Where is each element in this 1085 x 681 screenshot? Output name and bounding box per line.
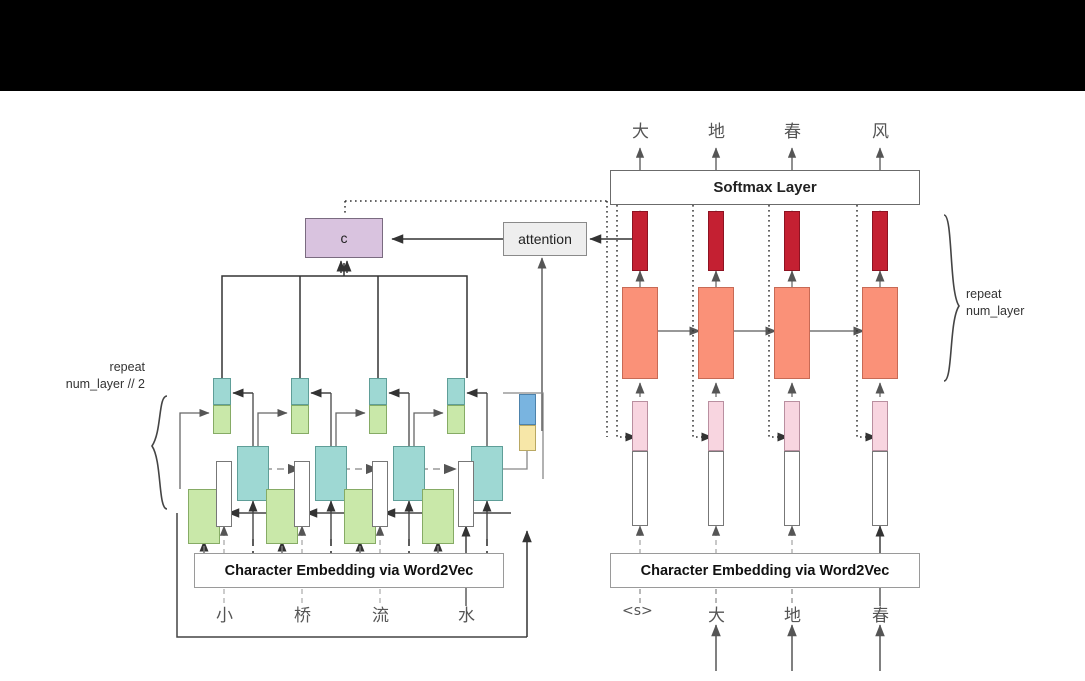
decoder-embed-cell	[632, 451, 648, 526]
decoder-embed-state-cell	[784, 401, 800, 451]
decoder-embed-state-cell	[708, 401, 724, 451]
decoder-repeat-line1: repeat	[966, 287, 1002, 301]
encoder-concat-bottom	[213, 405, 231, 434]
encoder-concat-bottom	[447, 405, 465, 434]
encoder-backward-cell	[188, 489, 220, 544]
encoder-concat-top	[369, 378, 387, 405]
decoder-output-cell	[784, 211, 800, 271]
decoder-output-char: 地	[708, 122, 725, 142]
encoder-concat-top	[213, 378, 231, 405]
context-vector-box: c	[305, 218, 383, 258]
decoder-embed-state-cell	[872, 401, 888, 451]
encoder-backward-cell	[344, 489, 376, 544]
decoder-output-char: 大	[632, 122, 649, 142]
decoder-rnn-cell	[862, 287, 898, 379]
encoder-forward-cell	[471, 446, 503, 501]
encoder-repeat-line1: repeat	[109, 360, 145, 374]
decoder-output-char: 春	[784, 122, 801, 142]
encoder-concat-bottom	[291, 405, 309, 434]
encoder-concat-bottom	[369, 405, 387, 434]
decoder-input-char: 春	[872, 606, 889, 626]
decoder-output-cell	[632, 211, 648, 271]
encoder-repeat-line2: num_layer // 2	[65, 376, 145, 391]
encoder-concat-top	[291, 378, 309, 405]
softmax-layer: Softmax Layer	[610, 170, 920, 205]
encoder-embed-cell	[458, 461, 474, 527]
encoder-brace	[151, 395, 168, 510]
decoder-embed-cell	[872, 451, 888, 526]
decoder-output-cell	[708, 211, 724, 271]
decoder-embedding-layer: Character Embedding via Word2Vec	[610, 553, 920, 588]
encoder-input-char: 流	[372, 606, 389, 626]
encoder-embed-cell	[216, 461, 232, 527]
attention-box: attention	[503, 222, 587, 256]
encoder-input-char: 小	[216, 606, 233, 626]
encoder-backward-cell	[422, 489, 454, 544]
encoder-input-char: 桥	[294, 606, 311, 626]
decoder-embed-cell	[784, 451, 800, 526]
decoder-input-char: <s>	[622, 603, 653, 619]
encoder-input-char: 水	[458, 606, 475, 626]
decoder-rnn-cell	[698, 287, 734, 379]
decoder-output-char: 风	[872, 122, 889, 142]
encoder-concat-top	[447, 378, 465, 405]
encoder-forward-cell	[393, 446, 425, 501]
decoder-repeat-label: repeat num_layer	[966, 286, 1024, 320]
encoder-forward-cell	[237, 446, 269, 501]
connector-lines	[151, 147, 960, 671]
encoder-embed-cell	[294, 461, 310, 527]
decoder-output-cell	[872, 211, 888, 271]
decoder-brace	[943, 214, 960, 382]
decoder-rnn-cell	[622, 287, 658, 379]
encoder-forward-cell	[315, 446, 347, 501]
encoder-embed-cell	[372, 461, 388, 527]
diagram-canvas: 大 地 春 风 Softmax Layer Character Embeddin…	[0, 91, 1085, 681]
encoder-backward-cell	[266, 489, 298, 544]
decoder-embed-cell	[708, 451, 724, 526]
decoder-input-char: 地	[784, 606, 801, 626]
decoder-input-char: 大	[708, 606, 725, 626]
decoder-rnn-cell	[774, 287, 810, 379]
encoder-embedding-layer: Character Embedding via Word2Vec	[194, 553, 504, 588]
decoder-embed-state-cell	[632, 401, 648, 451]
encoder-repeat-label: repeat num_layer // 2	[35, 359, 145, 393]
encoder-final-state-bottom	[519, 425, 536, 451]
letterbox-top	[0, 0, 1085, 91]
decoder-repeat-line2: num_layer	[966, 303, 1025, 318]
encoder-final-state-top	[519, 394, 536, 425]
